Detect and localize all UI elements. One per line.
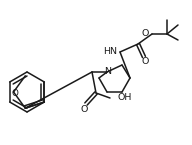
Text: O: O bbox=[11, 88, 18, 97]
Text: O: O bbox=[142, 29, 149, 38]
Text: O: O bbox=[80, 105, 88, 114]
Text: O: O bbox=[141, 58, 149, 67]
Text: N: N bbox=[104, 67, 112, 76]
Text: HN: HN bbox=[103, 47, 117, 56]
Text: OH: OH bbox=[117, 94, 131, 103]
